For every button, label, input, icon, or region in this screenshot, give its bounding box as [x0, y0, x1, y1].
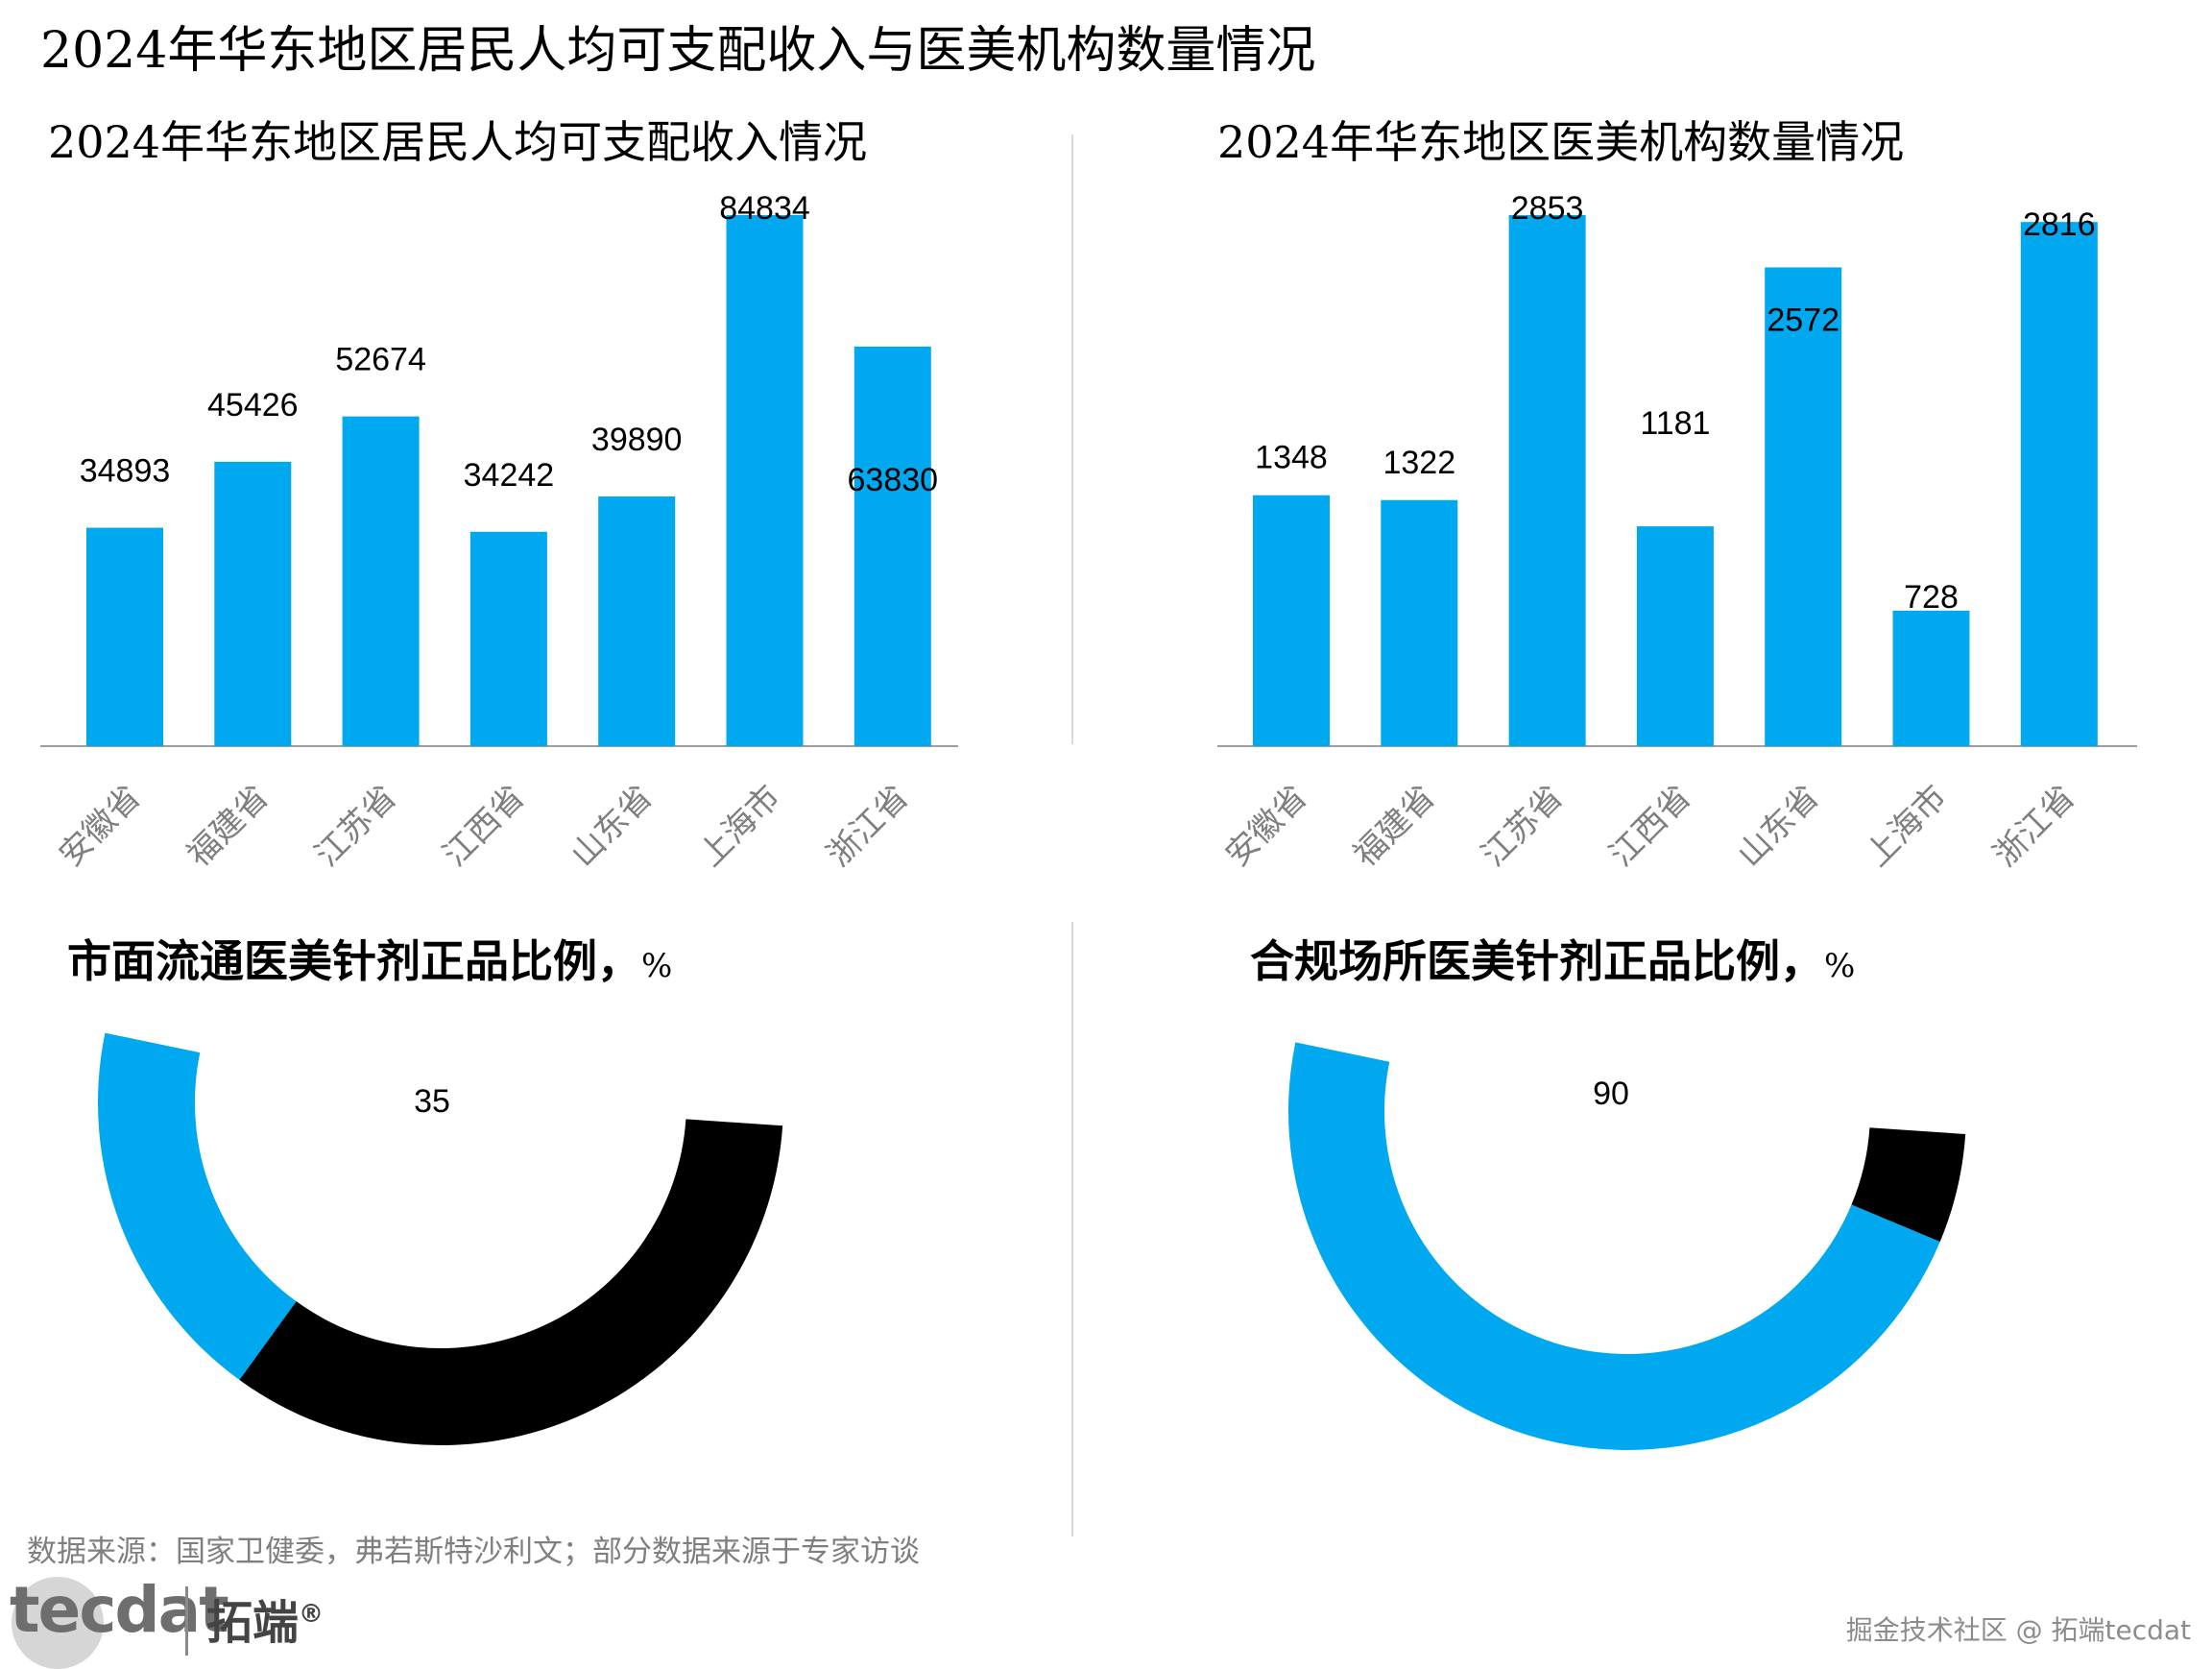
donut-segment: [1288, 1042, 1940, 1450]
donut-segment: [239, 1119, 783, 1446]
data-label: 84834: [719, 190, 810, 227]
logo-circle: [12, 1577, 104, 1669]
bar: [1508, 215, 1586, 746]
bar: [854, 346, 931, 746]
x-tick-label: 福建省: [180, 778, 276, 874]
x-tick-label: 上海市: [1858, 778, 1954, 874]
donut-segment: [98, 1032, 297, 1380]
bar: [1765, 267, 1842, 746]
x-tick-label: 安徽省: [52, 778, 148, 874]
watermark: 掘金技术社区 @ 拓端tecdat: [1845, 1614, 2191, 1646]
data-label: 34242: [464, 457, 555, 494]
x-tick-label: 安徽省: [1218, 778, 1314, 874]
bar: [1253, 495, 1330, 746]
data-label: 63830: [848, 462, 939, 498]
data-label: 34893: [80, 453, 171, 490]
x-tick-label: 福建省: [1346, 778, 1442, 874]
bar: [598, 496, 676, 746]
compliant-title-text: 合规场所医美针剂正品比例，: [1250, 935, 1824, 987]
bar: [1381, 499, 1458, 746]
bar: [469, 531, 547, 746]
bar: [2020, 222, 2098, 746]
x-tick-label: 江苏省: [308, 778, 404, 874]
bar: [1636, 526, 1714, 746]
logo-separator: [185, 1586, 188, 1656]
data-label: 1181: [1640, 405, 1710, 442]
data-label: 2572: [1767, 302, 1839, 338]
donut-segment: [1851, 1127, 1966, 1243]
x-tick-label: 山东省: [1730, 778, 1826, 874]
logo-latin: tecdat: [10, 1573, 229, 1647]
data-label: 2853: [1511, 190, 1584, 227]
market-authentic-ratio-title: 市面流通医美针剂正品比例，%: [67, 927, 672, 990]
donut-value-label: 90: [1593, 1076, 1629, 1112]
logo-registered-mark: ®: [299, 1600, 325, 1629]
compliant-title-unit: %: [1824, 947, 1856, 985]
x-tick-label: 江西省: [436, 778, 532, 874]
logo-chinese-text: 拓端: [206, 1596, 300, 1650]
donut-value-label: 35: [414, 1083, 450, 1120]
bar: [1892, 610, 1970, 746]
vertical-divider-bottom: [1071, 922, 1073, 1536]
page-title: 2024年华东地区居民人均可支配收入与医美机构数量情况: [40, 22, 1316, 80]
x-tick-label: 浙江省: [820, 778, 916, 874]
market-title-unit: %: [641, 947, 673, 985]
vertical-divider-top: [1071, 134, 1073, 744]
data-label: 39890: [591, 422, 683, 458]
income-chart-title: 2024年华东地区居民人均可支配收入情况: [48, 116, 868, 168]
x-tick-label: 江西省: [1602, 778, 1698, 874]
data-label: 1322: [1382, 445, 1455, 481]
x-tick-label: 上海市: [691, 778, 787, 874]
x-tick-label: 浙江省: [1986, 778, 2082, 874]
data-label: 52674: [335, 342, 426, 378]
data-label: 2816: [2023, 206, 2096, 243]
clinics-chart-title: 2024年华东地区医美机构数量情况: [1217, 116, 1905, 168]
market-title-text: 市面流通医美针剂正品比例，: [67, 935, 641, 987]
bar: [86, 527, 163, 746]
x-tick-label: 山东省: [564, 778, 660, 874]
data-label: 45426: [207, 387, 299, 423]
x-tick-label: 江苏省: [1475, 778, 1571, 874]
compliant-authentic-ratio-title: 合规场所医美针剂正品比例，%: [1250, 927, 1855, 990]
data-label: 1348: [1255, 440, 1328, 476]
source-note: 数据来源：国家卫健委，弗若斯特沙利文；部分数据来源于专家访谈: [27, 1535, 920, 1569]
bar: [342, 416, 420, 746]
data-label: 728: [1904, 579, 1959, 616]
bar: [726, 215, 804, 746]
bar: [214, 461, 292, 746]
logo-chinese: 拓端®: [206, 1584, 324, 1652]
